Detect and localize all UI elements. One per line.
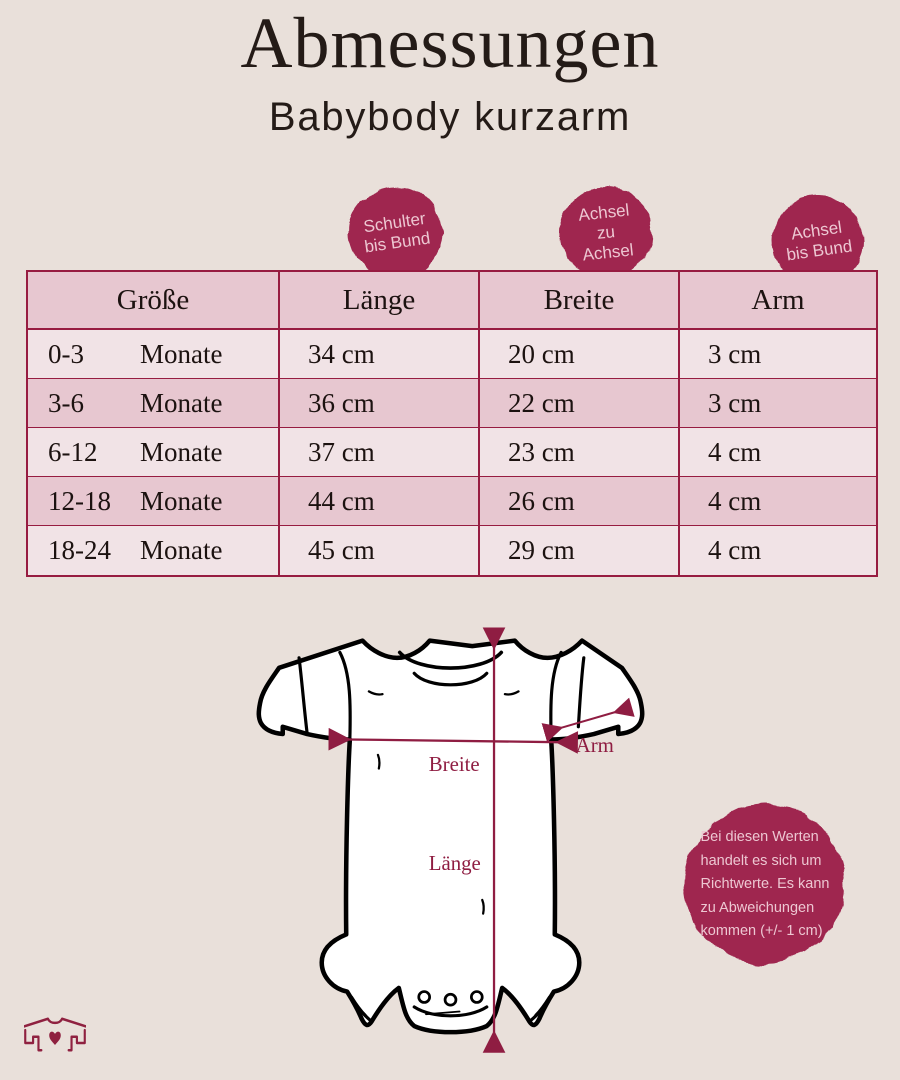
svg-text:Länge: Länge: [429, 851, 481, 875]
svg-text:Arm: Arm: [576, 733, 614, 757]
svg-text:Breite: Breite: [429, 752, 480, 776]
